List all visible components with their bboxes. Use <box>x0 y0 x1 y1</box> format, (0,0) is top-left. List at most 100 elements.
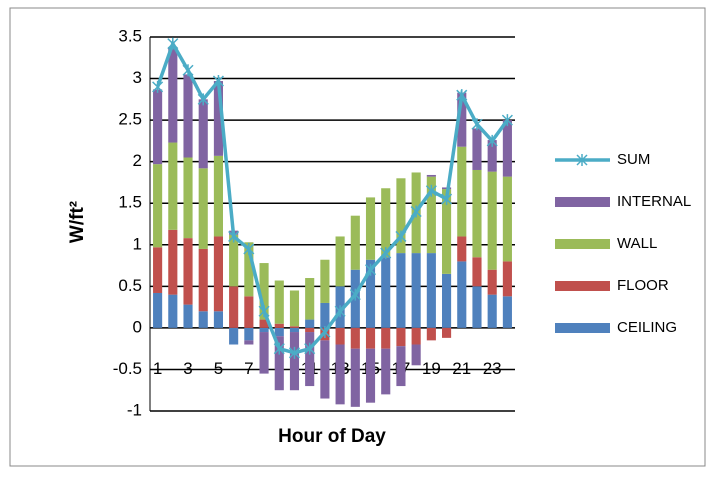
bar <box>502 296 512 328</box>
bar <box>244 242 254 297</box>
bar <box>472 128 482 170</box>
bar <box>396 253 406 328</box>
bar <box>213 155 223 237</box>
bar <box>229 234 239 287</box>
x-tick-label: 1 <box>153 359 162 378</box>
x-tick-label: 21 <box>452 359 471 378</box>
bar <box>457 92 467 147</box>
marker <box>425 184 437 197</box>
marker <box>471 118 483 131</box>
bar <box>198 248 208 312</box>
y-tick-label: 0 <box>133 317 142 336</box>
bar <box>502 176 512 262</box>
bar <box>396 178 406 254</box>
marker <box>228 230 240 243</box>
bar <box>259 319 269 328</box>
bar <box>305 327 315 333</box>
bar <box>274 280 284 324</box>
bar <box>396 346 406 387</box>
bar <box>274 323 284 328</box>
bar <box>259 332 269 374</box>
bar <box>183 157 193 239</box>
bar <box>335 327 345 345</box>
bar <box>442 189 452 274</box>
bar <box>320 259 330 303</box>
legend-swatch <box>555 323 610 333</box>
bar <box>289 290 300 327</box>
y-tick-label: 1.5 <box>118 193 142 212</box>
legend-marker <box>576 154 588 166</box>
bar <box>472 169 482 258</box>
bar <box>411 253 421 328</box>
bar <box>381 257 391 328</box>
marker <box>182 64 194 77</box>
marker <box>486 134 498 147</box>
y-tick-label: 3.5 <box>118 26 142 45</box>
y-tick-label: 0.5 <box>118 276 142 295</box>
legend-label: WALL <box>617 235 657 252</box>
bar <box>153 247 163 293</box>
bar <box>213 236 223 312</box>
bar <box>426 253 436 328</box>
bar <box>502 120 512 177</box>
x-tick-label: 3 <box>183 359 192 378</box>
legend-label: SUM <box>617 151 650 168</box>
y-tick-label: -1 <box>127 400 142 419</box>
bar <box>198 311 208 328</box>
bar <box>320 302 330 328</box>
bar <box>487 171 497 270</box>
bar <box>472 286 482 328</box>
bar <box>426 174 436 177</box>
bar <box>381 348 391 395</box>
bar <box>244 327 254 341</box>
legend-swatch <box>555 281 610 291</box>
bar <box>426 327 436 341</box>
marker <box>501 114 513 127</box>
bar <box>350 215 360 270</box>
bar <box>457 146 467 237</box>
marker <box>395 230 407 243</box>
bar <box>442 273 452 328</box>
bar <box>365 348 376 403</box>
bar <box>183 238 193 305</box>
bar <box>411 327 421 345</box>
bar <box>244 340 254 345</box>
bar <box>305 319 315 328</box>
bar <box>365 197 376 260</box>
bar <box>365 327 376 349</box>
bar <box>289 326 300 328</box>
bar <box>381 327 391 349</box>
bar <box>153 292 163 328</box>
bar <box>168 294 178 328</box>
bar <box>168 142 178 230</box>
bar <box>335 344 345 405</box>
bar <box>183 74 193 158</box>
bar <box>213 81 223 156</box>
y-tick-label: 2.5 <box>118 110 142 129</box>
bar <box>457 236 467 262</box>
bar <box>259 263 269 320</box>
bar <box>289 327 300 333</box>
legend-label: INTERNAL <box>617 193 691 210</box>
bar <box>305 332 315 387</box>
bar <box>229 327 239 345</box>
marker <box>212 75 224 88</box>
y-tick-label: 2 <box>133 151 142 170</box>
x-tick-label: 19 <box>422 359 441 378</box>
legend-swatch <box>555 197 610 207</box>
marker <box>273 342 285 355</box>
bar <box>472 257 482 287</box>
bar <box>213 311 223 328</box>
y-tick-label: 1 <box>133 234 142 253</box>
x-tick-label: 7 <box>244 359 253 378</box>
bar <box>274 336 284 391</box>
x-tick-label: 5 <box>214 359 223 378</box>
marker <box>152 80 164 93</box>
marker <box>410 205 422 218</box>
bar <box>426 176 436 254</box>
y-axis-title: W/ft² <box>67 201 88 243</box>
bar <box>381 188 391 258</box>
legend-swatch <box>555 239 610 249</box>
bar <box>335 236 345 287</box>
